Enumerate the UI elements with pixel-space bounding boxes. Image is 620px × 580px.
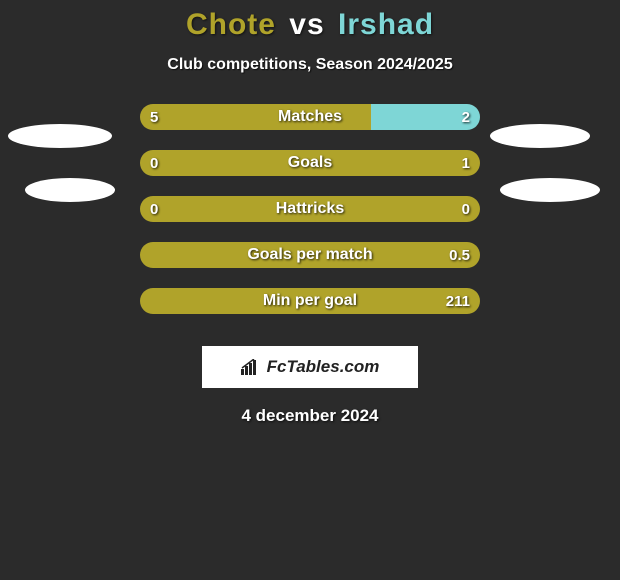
stat-value-left: 5 — [150, 104, 158, 130]
stat-bar-left — [140, 104, 371, 130]
stat-bar: Min per goal211 — [140, 288, 480, 314]
comparison-widget: Chote vs Irshad Club competitions, Seaso… — [0, 0, 620, 426]
stat-bar: Hattricks0 0 — [140, 196, 480, 222]
title: Chote vs Irshad — [0, 8, 620, 42]
stat-value-right: 2 — [462, 104, 470, 130]
stat-value-left: 0 — [150, 150, 158, 176]
stat-bar: Matches52 — [140, 104, 480, 130]
title-player2: Irshad — [338, 8, 434, 41]
stat-label: Min per goal — [140, 288, 480, 314]
brand-badge[interactable]: FcTables.com — [202, 346, 418, 388]
stat-bar: Goals0 1 — [140, 150, 480, 176]
stat-row: Min per goal211 — [0, 288, 620, 334]
avatar-placeholder — [490, 124, 590, 148]
stat-value-right: 0.5 — [449, 242, 470, 268]
avatar-placeholder — [25, 178, 115, 202]
stat-label: Goals per match — [140, 242, 480, 268]
stat-bar: Goals per match0.5 — [140, 242, 480, 268]
stat-value-right: 1 — [462, 150, 470, 176]
stat-row: Hattricks0 0 — [0, 196, 620, 242]
subtitle: Club competitions, Season 2024/2025 — [0, 56, 620, 74]
stat-value-right: 211 — [446, 288, 470, 314]
title-vs: vs — [285, 8, 328, 41]
date-text: 4 december 2024 — [0, 406, 620, 426]
stat-value-right: 0 — [462, 196, 470, 222]
brand-text: FcTables.com — [267, 357, 380, 377]
stat-label: Hattricks — [140, 196, 480, 222]
brand-inner: FcTables.com — [241, 357, 380, 377]
stat-label: Goals — [140, 150, 480, 176]
stat-value-left: 0 — [150, 196, 158, 222]
avatar-placeholder — [8, 124, 112, 148]
avatar-placeholder — [500, 178, 600, 202]
chart-icon — [241, 359, 261, 375]
title-player1: Chote — [186, 8, 276, 41]
stat-row: Goals per match0.5 — [0, 242, 620, 288]
